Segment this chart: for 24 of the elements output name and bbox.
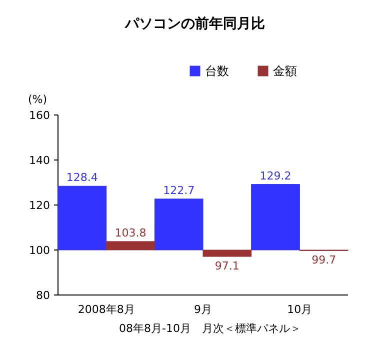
y-tick-label: 140 bbox=[29, 154, 50, 167]
x-tick-label: 10月 bbox=[287, 303, 312, 316]
legend-label: 金額 bbox=[273, 64, 297, 78]
bar bbox=[202, 250, 252, 257]
bar bbox=[251, 184, 300, 250]
x-tick-label: 9月 bbox=[194, 303, 212, 316]
y-tick-label: 120 bbox=[29, 199, 50, 212]
y-tick-label: 100 bbox=[29, 244, 50, 257]
data-label: 103.8 bbox=[114, 226, 146, 240]
data-label: 128.4 bbox=[66, 171, 98, 184]
data-label: 129.2 bbox=[260, 169, 292, 182]
y-axis-title: (%) bbox=[28, 93, 48, 106]
y-tick-label: 160 bbox=[29, 109, 50, 122]
bar bbox=[106, 241, 155, 250]
data-label: 99.7 bbox=[312, 254, 336, 267]
x-tick-label: 2008年8月 bbox=[78, 303, 135, 316]
bar bbox=[154, 198, 204, 250]
data-label: 97.1 bbox=[214, 260, 240, 273]
bar bbox=[58, 186, 107, 250]
y-tick-label: 80 bbox=[36, 289, 50, 302]
text: 08年8月-10月 月次＜標準パネル＞ bbox=[119, 322, 301, 335]
data-label: 122.7 bbox=[163, 184, 195, 197]
chart-title: パソコンの前年同月比 bbox=[124, 16, 265, 32]
legend-label: 台数 bbox=[205, 64, 229, 78]
